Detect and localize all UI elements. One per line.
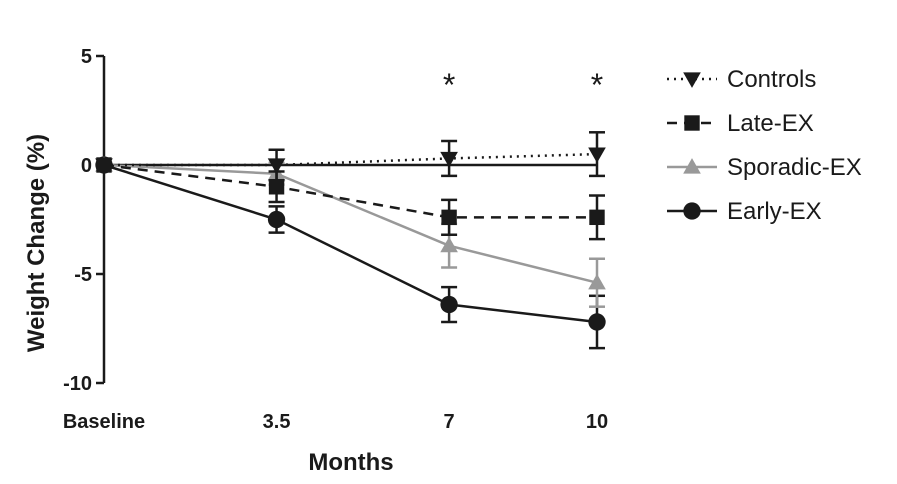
y-tick-label: -5 xyxy=(74,264,92,286)
legend-item: Controls xyxy=(667,66,816,93)
legend-item: Late-EX xyxy=(667,110,814,137)
y-tick-label: -10 xyxy=(63,373,92,395)
x-tick-label: 3.5 xyxy=(263,411,291,433)
legend-label: Early-EX xyxy=(727,198,822,225)
series-sporadic-ex xyxy=(95,156,606,308)
data-point xyxy=(588,273,606,290)
data-point xyxy=(588,313,606,331)
axes: 5 0 -5 -10 Baseline 3.5 7 10 xyxy=(63,46,608,433)
data-point xyxy=(267,158,286,174)
legend: Controls Late-EX Sporadic-EX Early-EX xyxy=(667,66,862,225)
series-line xyxy=(103,163,598,284)
y-axis-title: Weight Change (%) xyxy=(23,134,50,352)
series-line xyxy=(104,152,598,167)
y-tick-label: 5 xyxy=(81,46,92,68)
significance-star: * xyxy=(443,67,455,103)
legend-marker xyxy=(683,202,701,220)
data-point xyxy=(440,295,458,314)
data-point xyxy=(268,179,285,195)
legend-item: Early-EX xyxy=(667,198,822,225)
x-tick-label: Baseline xyxy=(63,411,145,433)
x-axis-title: Months xyxy=(308,449,393,476)
series-line xyxy=(103,163,598,324)
x-tick-label: 10 xyxy=(586,411,608,433)
data-point xyxy=(441,209,457,226)
data-point xyxy=(95,158,113,174)
legend-label: Late-EX xyxy=(727,110,814,137)
data-point xyxy=(588,147,606,163)
x-tick-label: 7 xyxy=(444,411,455,433)
legend-marker xyxy=(683,158,701,174)
data-point xyxy=(440,236,458,253)
series-early-ex xyxy=(95,156,606,350)
series-line xyxy=(103,163,597,219)
legend-item: Sporadic-EX xyxy=(667,154,862,181)
data-point xyxy=(589,209,605,226)
legend-label: Sporadic-EX xyxy=(727,154,862,181)
significance-star: * xyxy=(591,67,603,103)
series-group: * * xyxy=(95,67,606,350)
data-point xyxy=(440,151,458,168)
y-tick-label: 0 xyxy=(81,155,92,177)
legend-marker xyxy=(683,72,701,88)
legend-marker xyxy=(684,115,700,131)
data-point xyxy=(267,210,286,229)
legend-label: Controls xyxy=(727,66,816,93)
series-controls xyxy=(95,131,606,182)
